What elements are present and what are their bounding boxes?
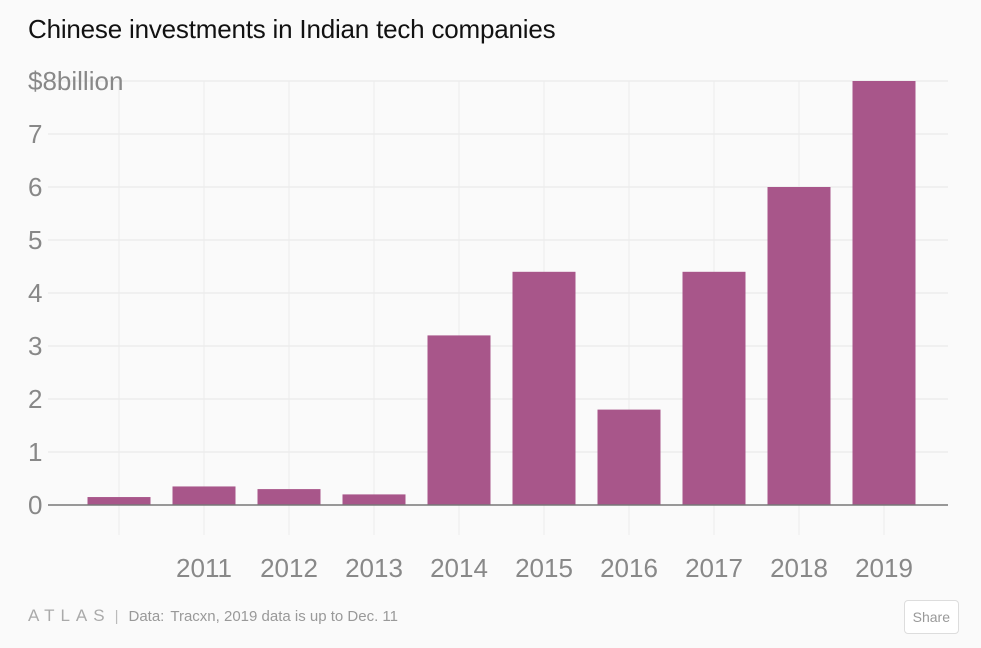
bar-2016 — [597, 409, 661, 505]
y-axis-ticks: 0 1 2 3 4 5 6 7 $8billion — [28, 66, 123, 520]
x-tick-label: 2011 — [176, 553, 232, 583]
footer-separator: | — [114, 607, 119, 625]
gridlines — [48, 80, 948, 535]
bar-2018 — [767, 187, 831, 505]
source-label: Data: — [128, 607, 165, 625]
share-button[interactable]: Share — [903, 600, 959, 634]
bar-2011 — [172, 486, 236, 505]
y-tick-label: 3 — [28, 331, 42, 361]
y-tick-label: 4 — [28, 278, 42, 308]
x-tick-label: 2014 — [430, 553, 488, 583]
atlas-logo: ATLAS — [28, 606, 111, 625]
bar-2013 — [342, 494, 406, 505]
y-tick-label: 0 — [28, 490, 42, 520]
bar-2015 — [512, 271, 576, 505]
y-tick-label: 1 — [28, 437, 42, 467]
source-text: Tracxn, 2019 data is up to Dec. 11 — [170, 607, 398, 625]
bar-2012 — [257, 489, 321, 505]
bar-2014 — [427, 335, 491, 505]
x-tick-label: 2013 — [345, 553, 403, 583]
x-tick-label: 2016 — [600, 553, 658, 583]
y-tick-label: 2 — [28, 384, 42, 414]
bar-2019 — [852, 81, 916, 505]
x-tick-label: 2019 — [855, 553, 913, 583]
x-tick-label: 2017 — [685, 553, 743, 583]
y-tick-label: 7 — [28, 119, 42, 149]
y-tick-label: 5 — [28, 225, 42, 255]
footer: ATLAS | Data: Tracxn, 2019 data is up to… — [28, 606, 398, 626]
bars — [87, 81, 916, 505]
y-tick-label: 6 — [28, 172, 42, 202]
bar-2017 — [682, 271, 746, 505]
chart-title: Chinese investments in Indian tech compa… — [28, 14, 556, 44]
x-tick-label: 2015 — [515, 553, 573, 583]
x-axis-ticks: 2011 2012 2013 2014 2015 2016 2017 2018 2019 — [176, 553, 913, 583]
x-tick-label: 2012 — [260, 553, 318, 583]
x-tick-label: 2018 — [770, 553, 828, 583]
y-tick-label: $8billion — [28, 66, 123, 96]
bar-first — [87, 497, 151, 505]
